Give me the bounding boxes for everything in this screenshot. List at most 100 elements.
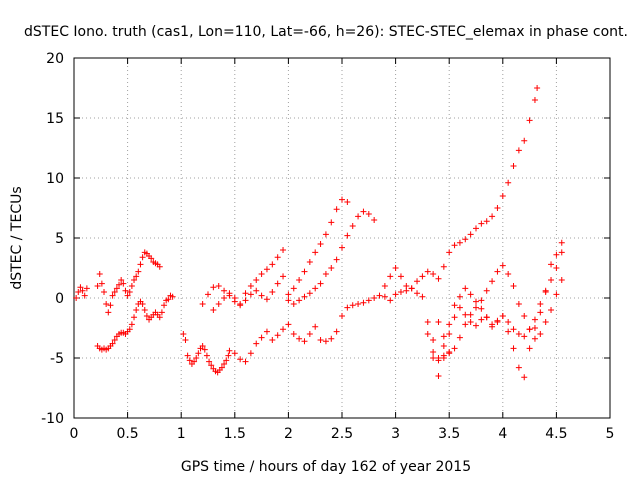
data-point [306, 331, 313, 337]
data-point [165, 296, 172, 303]
data-point [141, 307, 148, 313]
y-tick-label: -10 [41, 411, 64, 427]
data-point [317, 241, 324, 247]
y-tick-label: 20 [46, 51, 64, 67]
data-point [360, 299, 367, 306]
data-point [473, 225, 479, 232]
data-point [505, 328, 512, 335]
data-point [280, 273, 287, 280]
data-point [269, 337, 276, 343]
data-point [483, 287, 490, 294]
data-point [467, 231, 474, 238]
data-point [306, 259, 313, 265]
data-point [75, 289, 82, 295]
data-point [435, 373, 442, 379]
data-point [419, 273, 426, 280]
data-point [269, 289, 276, 295]
data-point [430, 271, 437, 277]
data-point [247, 283, 254, 289]
data-point [531, 316, 538, 323]
data-point [225, 352, 232, 359]
data-point [542, 319, 549, 325]
data-point [79, 287, 86, 294]
data-point [392, 265, 399, 271]
data-point [274, 254, 281, 261]
data-point [193, 355, 200, 361]
data-point [510, 345, 517, 352]
data-point [263, 328, 270, 335]
data-point [306, 290, 313, 297]
data-point [247, 350, 254, 357]
data-point [116, 281, 123, 288]
data-point [387, 273, 394, 280]
data-points [73, 85, 565, 381]
data-point [285, 297, 292, 304]
data-point [328, 265, 335, 271]
data-point [191, 358, 198, 365]
data-point [548, 261, 555, 268]
data-point [215, 283, 222, 289]
data-point [215, 301, 222, 307]
x-tick-label: 4 [498, 426, 507, 442]
data-point [328, 219, 335, 226]
y-tick-labels: -10 -5 0 5 10 15 20 [41, 51, 64, 427]
data-point [424, 268, 431, 275]
data-point [451, 314, 458, 321]
data-point [467, 319, 474, 325]
data-point [499, 313, 506, 319]
data-point [122, 287, 129, 294]
data-point [515, 364, 522, 371]
data-point [430, 355, 437, 361]
data-point [408, 285, 415, 292]
data-point [515, 331, 522, 337]
data-point [139, 254, 146, 261]
data-point [478, 220, 485, 227]
data-point [440, 355, 447, 361]
data-point [456, 304, 463, 311]
data-point [494, 317, 501, 324]
data-point [548, 277, 555, 283]
data-point [253, 277, 260, 283]
data-point [101, 289, 108, 295]
data-point [526, 326, 533, 333]
data-point [126, 289, 133, 295]
data-point [462, 311, 469, 318]
data-point [553, 265, 560, 271]
grid-lines [74, 58, 610, 418]
y-tick-label: -5 [50, 351, 64, 367]
data-point [355, 301, 362, 307]
data-point [521, 374, 528, 381]
data-point [263, 296, 270, 303]
data-point [473, 304, 479, 311]
data-point [231, 350, 238, 357]
data-point [440, 343, 447, 349]
data-point [446, 321, 453, 328]
data-point [126, 326, 133, 333]
data-point [139, 301, 146, 307]
data-point [365, 297, 372, 304]
data-point [280, 326, 287, 333]
y-tick-label: 5 [55, 231, 64, 247]
data-point [161, 302, 168, 309]
x-tick-label: 3.5 [438, 426, 460, 442]
data-point [208, 362, 215, 369]
data-point [537, 301, 544, 307]
data-point [397, 273, 404, 280]
data-point [128, 283, 135, 289]
data-point [182, 337, 189, 343]
data-point [355, 213, 362, 220]
data-point [339, 196, 345, 203]
data-point [269, 261, 276, 268]
data-point [317, 337, 324, 343]
data-point [376, 292, 383, 299]
data-point [510, 163, 517, 169]
x-tick-labels: 0 0.5 1 1.5 2 2.5 3 3.5 4 4.5 5 [70, 426, 615, 442]
data-point [505, 319, 512, 325]
data-point [387, 297, 394, 304]
data-point [381, 283, 388, 289]
data-point [534, 85, 541, 91]
data-point [446, 249, 453, 256]
data-point [322, 271, 329, 277]
data-point [158, 309, 165, 316]
